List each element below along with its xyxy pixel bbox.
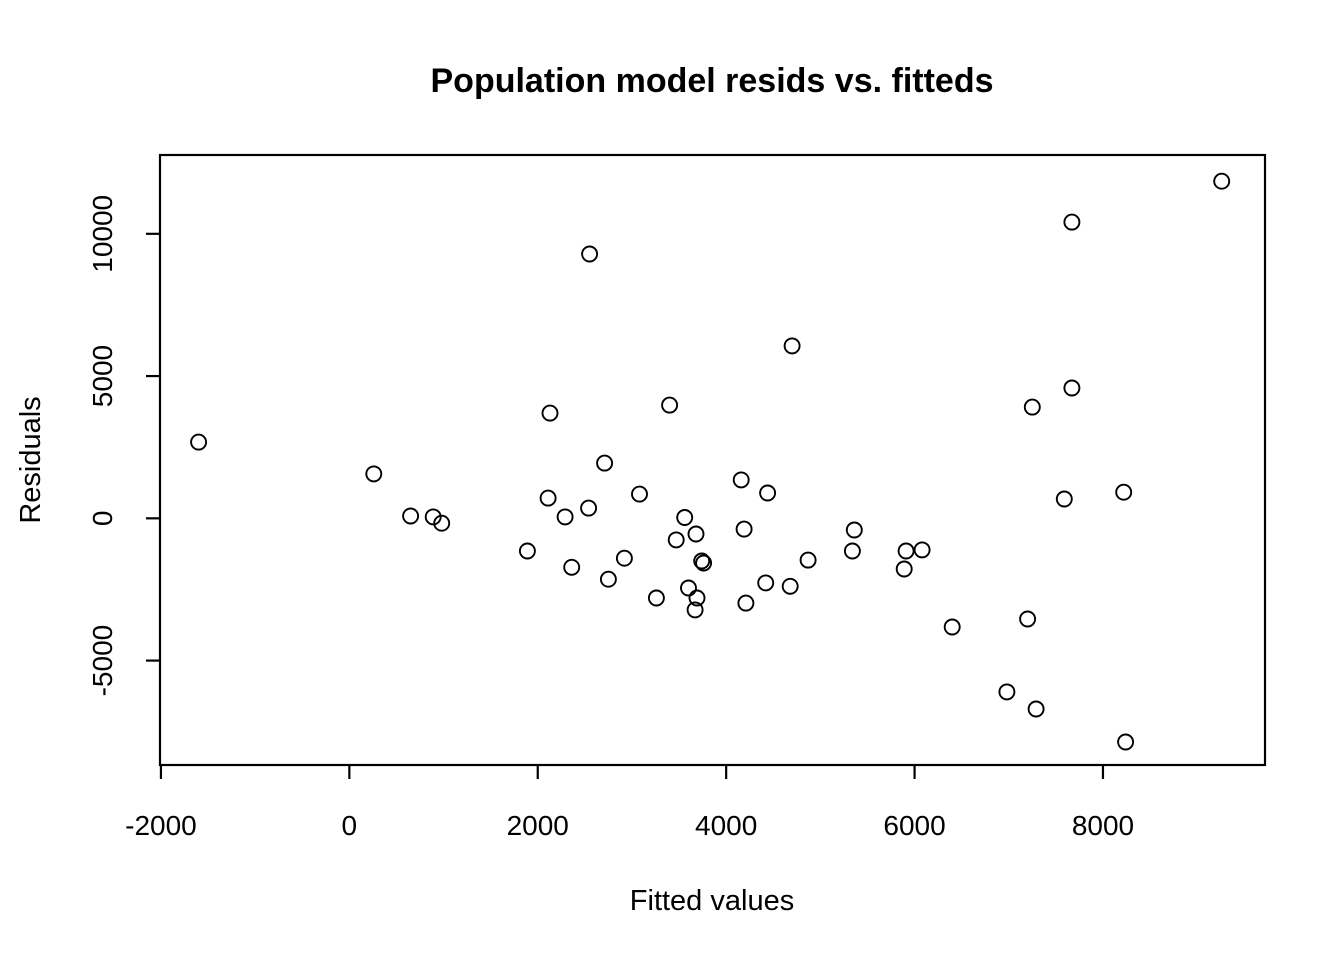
data-point (1023, 398, 1041, 416)
data-point (647, 589, 665, 607)
data-point (686, 601, 704, 619)
data-point (1117, 733, 1135, 751)
data-point (895, 560, 913, 578)
data-point (563, 558, 581, 576)
data-point (1055, 490, 1073, 508)
data-point (998, 683, 1016, 701)
data-point (541, 404, 559, 422)
data-point (1115, 483, 1133, 501)
data-point (667, 531, 685, 549)
y-axis-ticks (146, 232, 160, 662)
x-tick-label: -2000 (125, 810, 197, 841)
data-point (190, 433, 208, 451)
data-point (615, 549, 633, 567)
y-tick-label: 0 (87, 511, 118, 527)
x-tick-label: 4000 (695, 810, 757, 841)
data-point (539, 489, 557, 507)
data-point (676, 509, 694, 526)
x-axis-tick-labels: -2000 0 2000 4000 6000 8000 (125, 810, 1134, 841)
data-point (1063, 379, 1081, 397)
data-point (433, 514, 451, 532)
data-point (680, 579, 697, 597)
x-tick-label: 8000 (1072, 810, 1134, 841)
data-point (783, 337, 801, 355)
data-point (688, 589, 706, 607)
data-point (581, 245, 599, 263)
plot-frame (158, 153, 1267, 767)
data-point (695, 554, 713, 572)
data-point (631, 485, 648, 503)
data-point (1213, 172, 1231, 190)
data-point (402, 507, 420, 525)
data-point (1063, 213, 1081, 231)
y-axis-tick-labels: -5000 0 5000 10000 (87, 195, 118, 697)
data-point (518, 542, 536, 560)
data-point (424, 508, 442, 526)
data-point (365, 465, 383, 483)
data-point (580, 499, 598, 517)
data-point (781, 577, 799, 595)
x-tick-label: 0 (342, 810, 358, 841)
data-point (556, 508, 574, 526)
y-axis-label: Residuals (15, 396, 47, 523)
data-point (687, 525, 705, 543)
data-point (732, 471, 750, 489)
data-point (759, 484, 777, 502)
data-points (190, 172, 1231, 751)
x-axis-ticks (159, 765, 1105, 779)
y-tick-label: 10000 (87, 195, 118, 273)
x-axis-label: Fitted values (630, 885, 794, 917)
data-point (661, 396, 679, 414)
data-point (1027, 700, 1045, 718)
plot-title: Population model resids vs. fitteds (431, 62, 994, 100)
data-point (596, 454, 614, 472)
data-point (843, 542, 861, 560)
data-point (799, 551, 817, 569)
data-point (913, 541, 931, 559)
y-tick-label: -5000 (87, 625, 118, 697)
data-point (737, 594, 755, 612)
x-tick-label: 6000 (883, 810, 945, 841)
data-point (1019, 610, 1037, 628)
x-tick-label: 2000 (507, 810, 569, 841)
data-point (943, 618, 961, 636)
data-point (757, 574, 775, 592)
data-point (897, 542, 915, 560)
data-point (693, 552, 711, 570)
data-point (735, 520, 753, 538)
data-point (845, 521, 863, 539)
data-point (599, 570, 617, 588)
y-tick-label: 5000 (87, 345, 118, 407)
